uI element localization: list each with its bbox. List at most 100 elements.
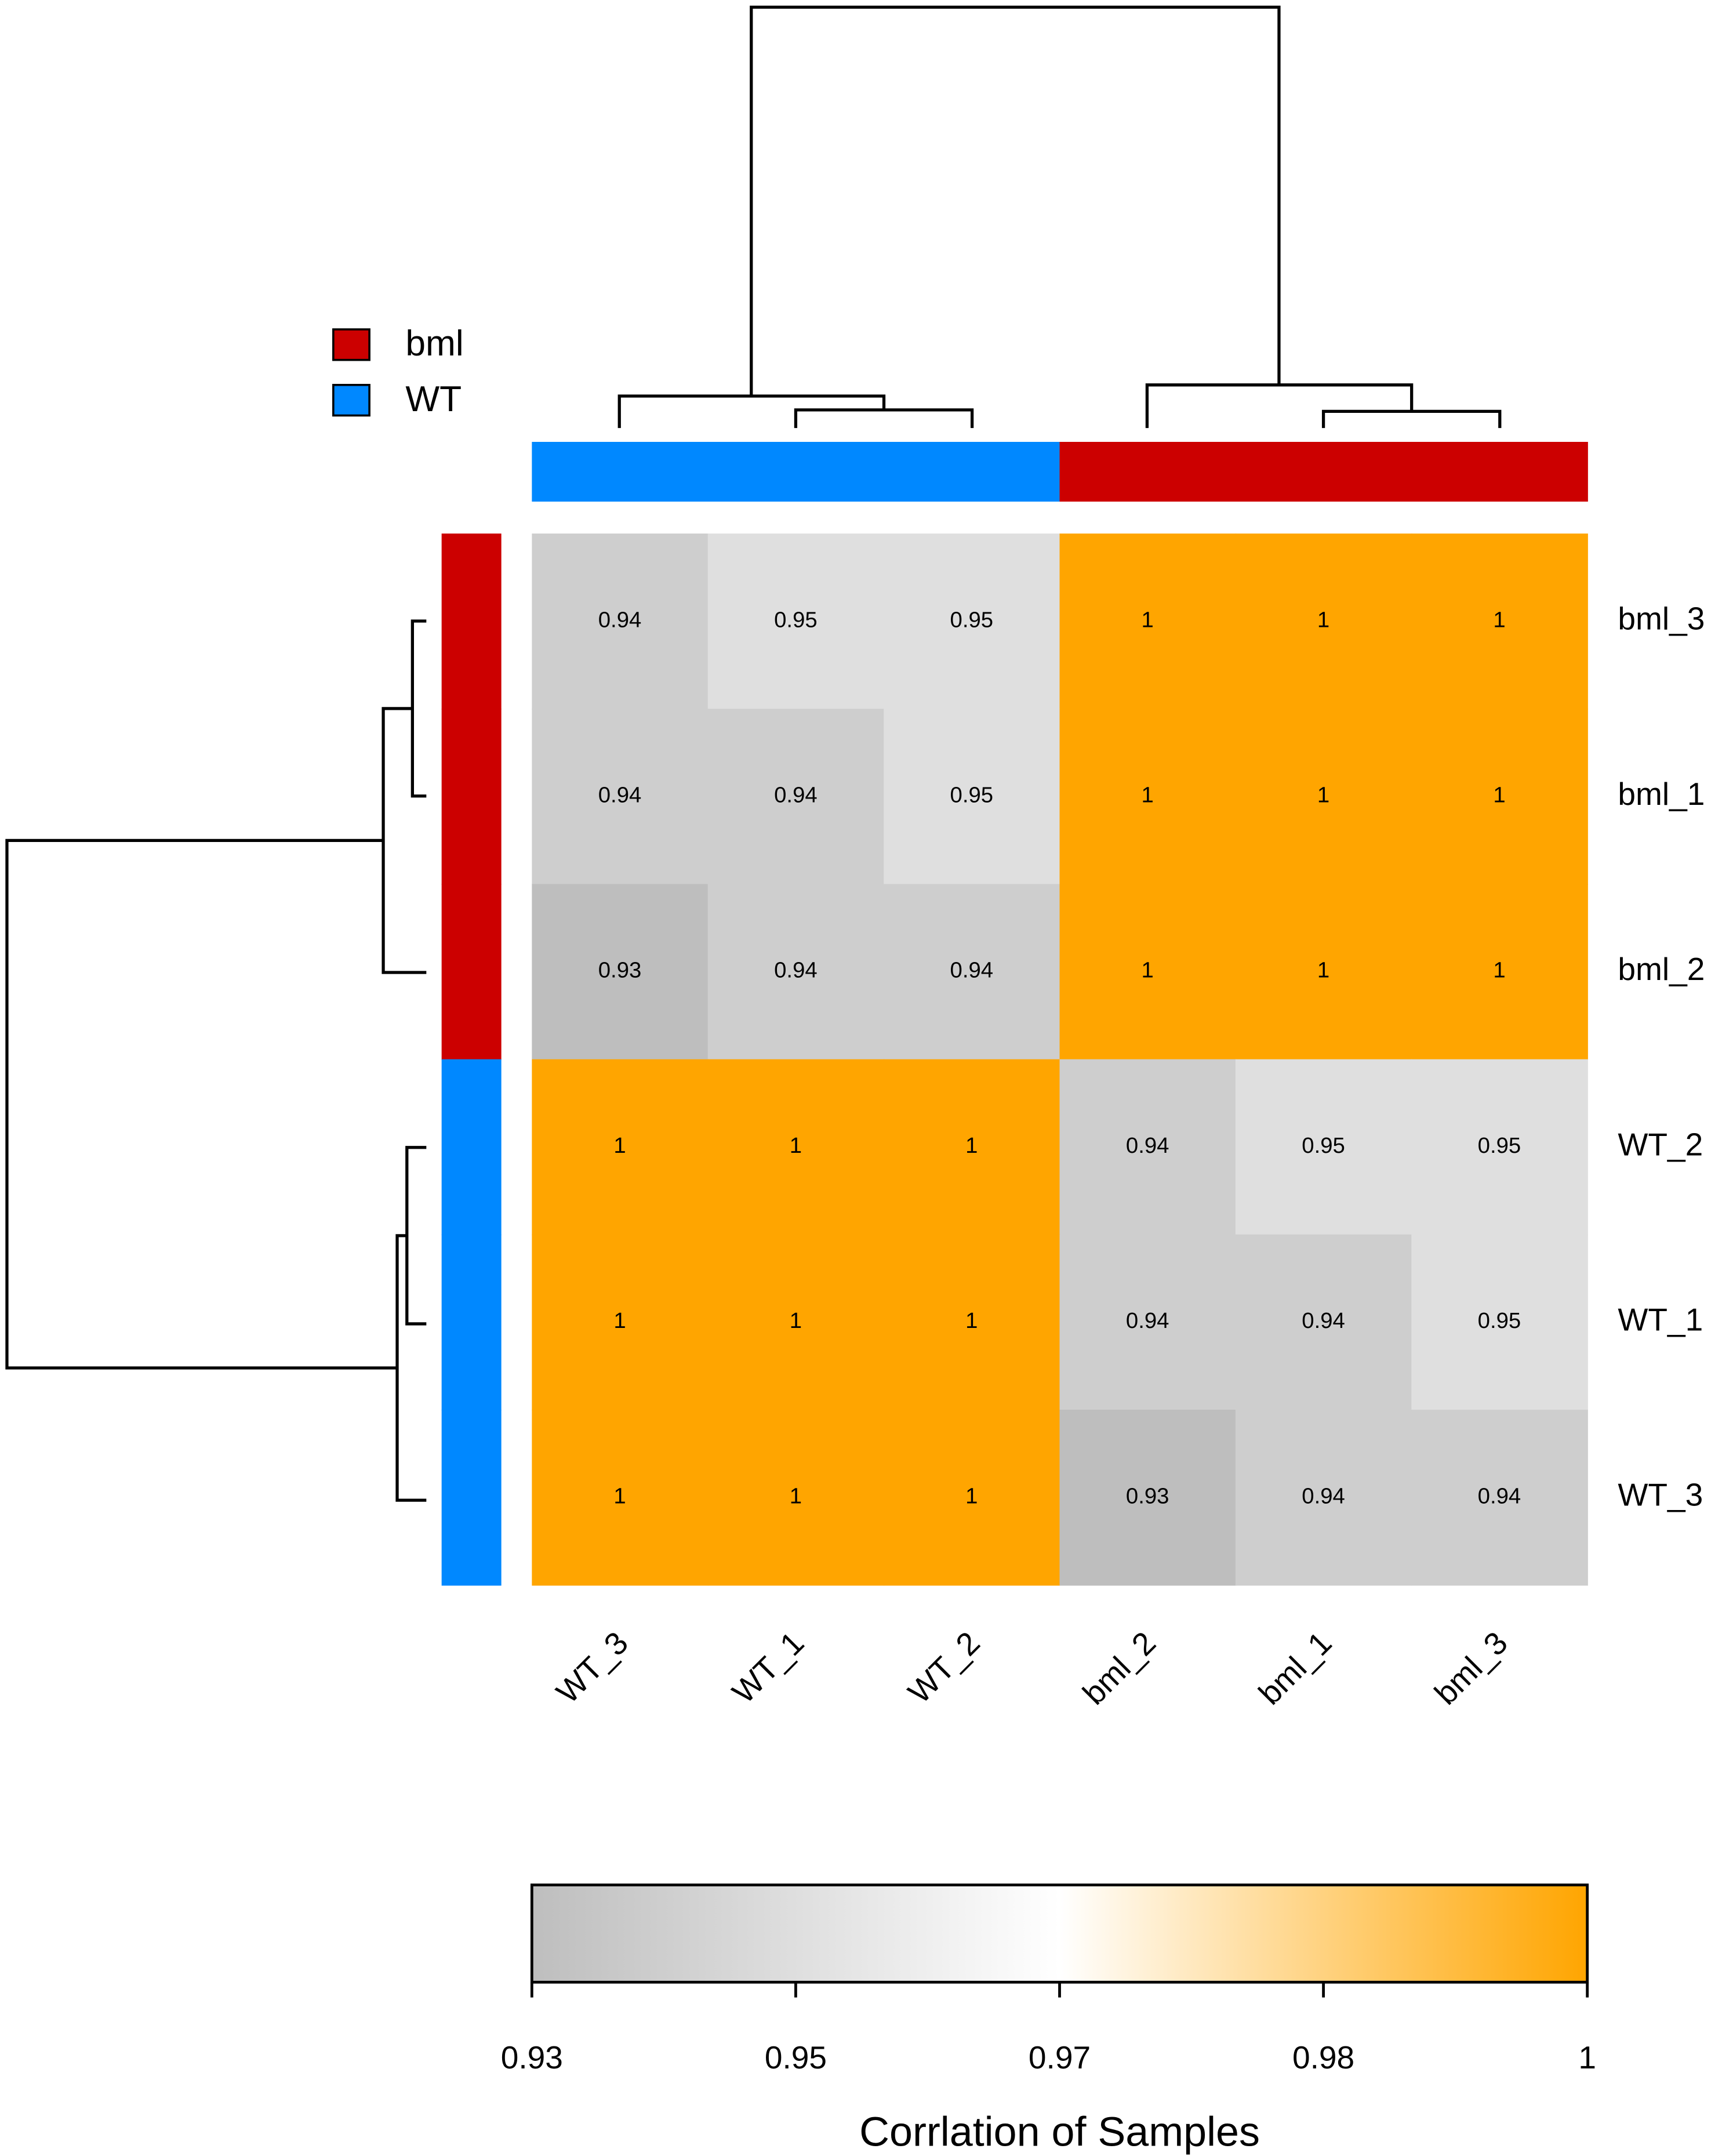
heatmap-cell (1411, 709, 1588, 885)
cell-label: 0.95 (950, 783, 994, 808)
heatmap-cell (1411, 884, 1588, 1060)
heatmap-cell (1411, 1059, 1588, 1236)
cell-label: 0.94 (1302, 1483, 1345, 1508)
row-label: WT_1 (1618, 1301, 1703, 1337)
heatmap-cell (884, 1059, 1060, 1236)
heatmap-cell (884, 1410, 1060, 1586)
left-dendrogram (5, 619, 427, 1502)
heatmap-cell (532, 709, 709, 885)
row-annotation (441, 1059, 502, 1236)
cell-label: 1 (1142, 607, 1154, 632)
cell-label: 1 (1317, 607, 1329, 632)
heatmap-cell (707, 1410, 885, 1586)
heatmap-cell (707, 1234, 885, 1411)
cell-label: 0.95 (1302, 1133, 1345, 1158)
column-label: bml_1 (1252, 1625, 1339, 1712)
cell-label: 0.94 (1302, 1308, 1345, 1333)
legend-swatch (332, 384, 370, 417)
cell-label: 1 (1142, 958, 1154, 983)
cell-label: 0.94 (774, 958, 818, 983)
colorbar-tick-label: 0.97 (1029, 2039, 1091, 2075)
column-annotation (1411, 442, 1588, 502)
cell-label: 0.94 (598, 783, 642, 808)
heatmap-cell (884, 884, 1060, 1060)
cell-label: 0.95 (950, 607, 994, 632)
colorbar-tick-label: 0.98 (1292, 2039, 1354, 2075)
cell-label: 0.94 (950, 958, 994, 983)
column-annotation (884, 442, 1060, 502)
heatmap-cell (707, 709, 885, 885)
column-annotation (1059, 442, 1237, 502)
cell-label: 1 (613, 1483, 626, 1508)
heatmap-cell (532, 533, 709, 710)
colorbar-tick-label: 0.95 (765, 2039, 827, 2075)
column-label: WT_1 (725, 1625, 811, 1711)
heatmap-cell (1059, 884, 1237, 1060)
cell-label: 0.95 (774, 607, 818, 632)
heatmap-cell (532, 1234, 709, 1411)
cell-label: 1 (790, 1483, 802, 1508)
heatmap-cell (707, 533, 885, 710)
cell-label: 1 (1142, 783, 1154, 808)
row-annotation (441, 533, 502, 710)
heatmap-cell (884, 1234, 1060, 1411)
row-label: bml_2 (1618, 951, 1705, 987)
row-label: WT_3 (1618, 1477, 1703, 1513)
column-label: bml_2 (1076, 1625, 1162, 1712)
row-annotation (441, 1410, 502, 1586)
legend-swatch (332, 328, 370, 361)
cell-label: 0.94 (1126, 1308, 1169, 1333)
row-annotation (441, 1234, 502, 1411)
heatmap-cell (707, 1059, 885, 1236)
heatmap-cell (1059, 1059, 1237, 1236)
row-annotation (441, 709, 502, 885)
cell-label: 0.95 (1478, 1308, 1521, 1333)
cell-label: 1 (965, 1308, 978, 1333)
legend-label: WT (405, 379, 462, 419)
heatmap-cell (884, 533, 1060, 710)
heatmap-cell (532, 1059, 709, 1236)
cell-label: 0.94 (774, 783, 818, 808)
cell-label: 1 (1317, 783, 1329, 808)
heatmap-cell (1235, 1410, 1412, 1586)
legend-label: bml (405, 324, 463, 364)
colorbar (530, 1883, 1589, 1984)
row-annotation (441, 884, 502, 1060)
column-label: WT_2 (901, 1625, 987, 1711)
cell-label: 1 (613, 1308, 626, 1333)
colorbar-tick-label: 1 (1578, 2039, 1596, 2075)
heatmap-cell (532, 884, 709, 1060)
heatmap-cell (1235, 709, 1412, 885)
row-label: bml_1 (1618, 776, 1705, 812)
cell-label: 1 (1493, 607, 1505, 632)
cell-label: 1 (1493, 958, 1505, 983)
column-annotation (707, 442, 885, 502)
column-label: WT_3 (549, 1625, 635, 1711)
heatmap-cell (1411, 533, 1588, 710)
heatmap-cell (1411, 1410, 1588, 1586)
cell-label: 1 (1493, 783, 1505, 808)
cell-label: 0.94 (1126, 1133, 1169, 1158)
cell-label: 1 (965, 1133, 978, 1158)
cell-label: 0.94 (1478, 1483, 1521, 1508)
row-label: WT_2 (1618, 1126, 1703, 1162)
heatmap-cell (1235, 1234, 1412, 1411)
cell-label: 0.93 (1126, 1483, 1169, 1508)
heatmap-cell (884, 709, 1060, 885)
heatmap-cell (1235, 1059, 1412, 1236)
heatmap-cell (1235, 884, 1412, 1060)
heatmap-cell (707, 884, 885, 1060)
row-label: bml_3 (1618, 601, 1705, 637)
colorbar-title: Corrlation of Samples (859, 2109, 1260, 2155)
cell-label: 0.95 (1478, 1133, 1521, 1158)
column-annotation (1235, 442, 1412, 502)
heatmap-cell (1235, 533, 1412, 710)
cell-label: 1 (613, 1133, 626, 1158)
heatmap-cell (1059, 1410, 1237, 1586)
top-dendrogram (617, 5, 1502, 429)
heatmap-cell (1059, 1234, 1237, 1411)
cell-label: 0.93 (598, 958, 642, 983)
cell-label: 1 (790, 1133, 802, 1158)
